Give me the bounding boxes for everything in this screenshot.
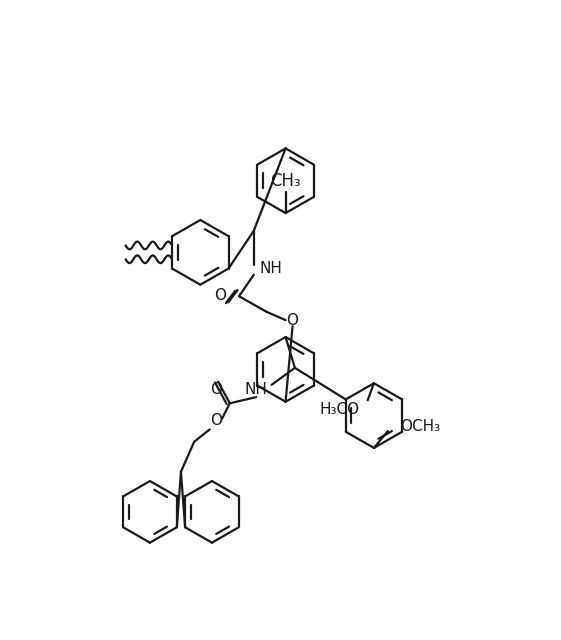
- Text: O: O: [214, 288, 227, 303]
- Text: O: O: [210, 413, 222, 428]
- Text: O: O: [210, 382, 222, 397]
- Text: H₃CO: H₃CO: [320, 402, 360, 417]
- Text: NH: NH: [259, 261, 282, 276]
- Text: OCH₃: OCH₃: [401, 419, 440, 434]
- Text: CH₃: CH₃: [270, 172, 301, 189]
- Text: NH: NH: [245, 382, 268, 397]
- Text: O: O: [287, 312, 298, 328]
